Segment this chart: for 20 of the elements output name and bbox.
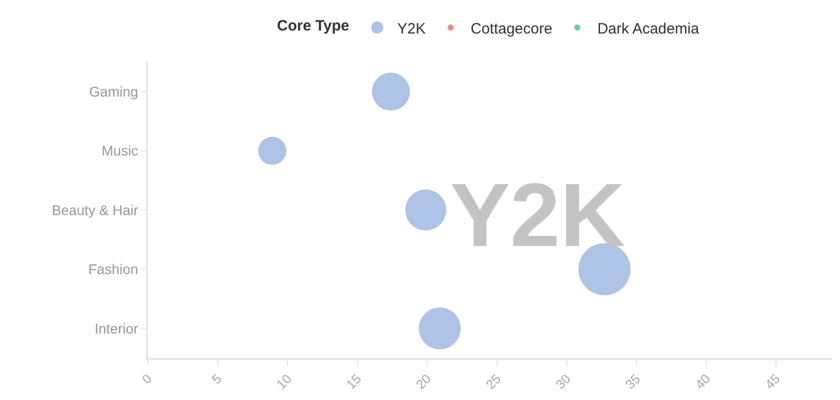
y-tick-label: Interior [94,320,139,336]
annotation: Y2K [450,166,626,266]
legend-label: Cottagecore [470,20,552,38]
x-tick-label: 30 [552,371,574,392]
x-tick-label: 35 [622,371,644,392]
x-tick-label: 15 [343,371,364,392]
x-tick-label: 5 [208,371,225,387]
y-tick-label: Gaming [89,84,138,100]
legend-title: Core Type [277,18,350,35]
legend-label: Y2K [397,20,426,38]
y-tick-label: Music [102,142,138,159]
x-tick-label: 10 [273,371,294,392]
x-tick-label: 0 [138,371,155,387]
x-tick-label: 25 [482,371,504,392]
legend-label: Dark Academia [597,20,700,38]
x-tick-label: 20 [413,371,434,392]
x-tick-label: 45 [762,371,783,392]
x-tick-label: 40 [692,371,714,392]
y-tick-label: Fashion [88,261,138,278]
y-tick-label: Beauty & Hair [52,202,139,218]
